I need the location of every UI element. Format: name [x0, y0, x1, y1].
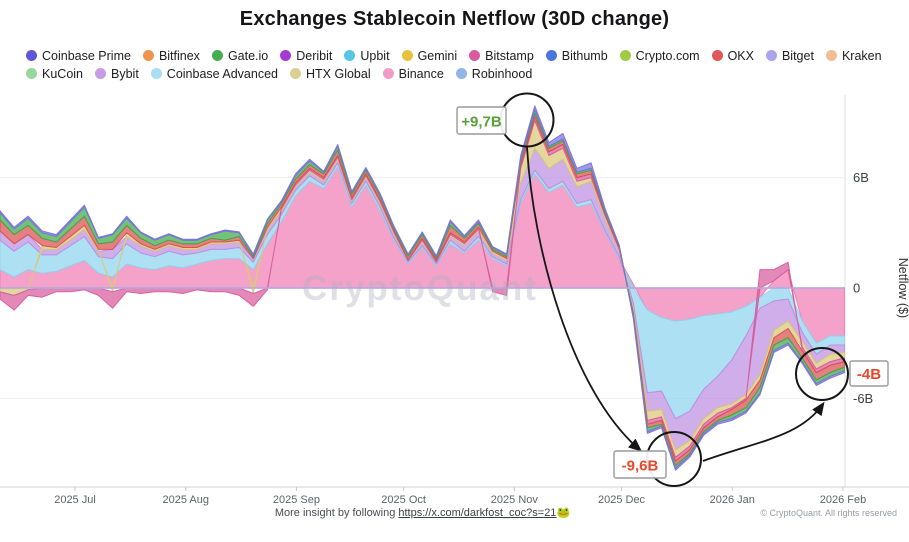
peak-label-box	[456, 106, 507, 135]
legend-label: KuCoin	[42, 66, 83, 81]
legend-item-upbit[interactable]: Upbit	[344, 48, 390, 63]
legend-swatch	[344, 50, 356, 61]
legend-item-bithumb[interactable]: Bithumb	[545, 48, 608, 63]
area-coinbase-prime	[0, 105, 845, 471]
legend-swatch	[765, 50, 777, 61]
frog-emoji: 🐸	[556, 507, 571, 519]
legend-label: Deribit	[296, 48, 333, 63]
legend-item-crypto-com[interactable]: Crypto.com	[619, 48, 700, 63]
legend-item-kucoin[interactable]: KuCoin	[26, 66, 83, 81]
legend-item-coinbase-advanced[interactable]: Coinbase Advanced	[150, 66, 278, 81]
x-tick-label: 2025 Dec	[598, 494, 646, 506]
footer-link[interactable]: https://x.com/darkfost_coc?s=21	[398, 507, 557, 519]
annotation-current: -4B	[795, 347, 889, 401]
legend-item-gate-io[interactable]: Gate.io	[211, 48, 269, 63]
legend-swatch	[280, 50, 292, 61]
legend-label: Gemini	[417, 48, 458, 63]
legend-label: Gate.io	[227, 48, 269, 63]
x-tick-label: 2025 Jul	[54, 494, 96, 506]
legend-swatch	[95, 68, 106, 79]
legend-label: Bitget	[781, 48, 814, 63]
legend-swatch	[825, 50, 837, 61]
legend-item-bitfinex[interactable]: Bitfinex	[142, 48, 200, 63]
legend-label: Coinbase Prime	[42, 48, 131, 63]
legend-label: OKX	[727, 48, 754, 63]
x-tick-label: 2025 Aug	[162, 494, 209, 506]
legend-item-coinbase-prime[interactable]: Coinbase Prime	[26, 48, 131, 63]
legend-item-okx[interactable]: OKX	[711, 48, 754, 63]
legend-label: Bitfinex	[158, 48, 200, 63]
footer-note-text: More insight by following	[274, 507, 399, 519]
legend-swatch	[382, 68, 394, 79]
legend-item-deribit[interactable]: Deribit	[280, 48, 332, 63]
x-tick-label: 2025 Sep	[273, 494, 320, 506]
legend: Coinbase Prime Bitfinex Gate.io Deribit Upbi…	[26, 48, 898, 81]
legend-item-robinhood[interactable]: Robinhood	[455, 66, 533, 81]
legend-label: Bitstamp	[485, 48, 534, 63]
legend-swatch	[455, 68, 467, 79]
current-label: -4B	[857, 366, 881, 383]
trough-label: -9,6B	[622, 458, 659, 475]
cryptoquant-watermark: CryptoQuant	[302, 269, 538, 308]
x-tick-label: 2025 Nov	[491, 494, 539, 506]
current-label-box	[849, 360, 889, 387]
legend-item-gemini[interactable]: Gemini	[401, 48, 458, 63]
legend-swatch	[619, 50, 631, 61]
legend-item-binance[interactable]: Binance	[382, 66, 444, 81]
legend-item-bybit[interactable]: Bybit	[95, 66, 139, 81]
y-tick-label: 0	[853, 281, 860, 296]
legend-swatch	[711, 50, 723, 61]
legend-item-htx-global[interactable]: HTX Global	[290, 66, 371, 81]
y-tick-label: -6B	[853, 391, 873, 406]
copyright-text: © CryptoQuant. All rights reserved	[760, 508, 897, 518]
arrow-peak-to-trough	[526, 146, 643, 452]
x-tick-label: 2026 Feb	[820, 494, 866, 506]
legend-item-bitget[interactable]: Bitget	[765, 48, 814, 63]
legend-label: Binance	[398, 66, 444, 81]
trough-label-box	[613, 450, 667, 479]
peak-label: +9,7B	[461, 114, 502, 131]
legend-swatch	[150, 68, 162, 79]
legend-swatch	[26, 50, 37, 61]
legend-swatch	[290, 68, 301, 79]
legend-label: HTX Global	[306, 66, 371, 81]
legend-item-bitstamp[interactable]: Bitstamp	[469, 48, 534, 63]
legend-label: Upbit	[360, 48, 390, 63]
legend-label: Bybit	[111, 66, 139, 81]
x-axis-ticks: 2025 Jul 2025 Aug 2025 Sep 2025 Oct 2025 Nov…	[54, 487, 866, 506]
legend-label: Crypto.com	[635, 48, 700, 63]
x-tick-label: 2026 Jan	[710, 494, 755, 506]
x-tick-label: 2025 Oct	[381, 494, 426, 506]
legend-swatch	[211, 50, 223, 61]
y-axis-ticks: 6B 0 -6B	[853, 170, 873, 406]
y-axis-title: Netflow ($)	[896, 258, 909, 318]
footer-note: More insight by following https://x.com/…	[0, 506, 845, 519]
legend-label: Bithumb	[561, 48, 608, 63]
legend-label: Kraken	[841, 48, 882, 63]
legend-label: Robinhood	[471, 66, 533, 81]
legend-item-kraken[interactable]: Kraken	[825, 48, 882, 63]
legend-swatch	[545, 50, 557, 61]
current-highlight-circle	[795, 347, 849, 401]
legend-swatch	[401, 50, 413, 61]
y-tick-label: 6B	[853, 170, 869, 185]
annotation-peak: +9,7B	[456, 92, 643, 452]
arrow-trough-to-current	[702, 401, 825, 462]
legend-swatch	[26, 68, 37, 79]
legend-swatch	[142, 50, 154, 61]
legend-swatch	[469, 50, 481, 61]
annotation-trough: -9,6B	[613, 401, 825, 487]
page-title: Exchanges Stablecoin Netflow (30D change…	[239, 8, 670, 30]
legend-label: Coinbase Advanced	[166, 66, 278, 81]
